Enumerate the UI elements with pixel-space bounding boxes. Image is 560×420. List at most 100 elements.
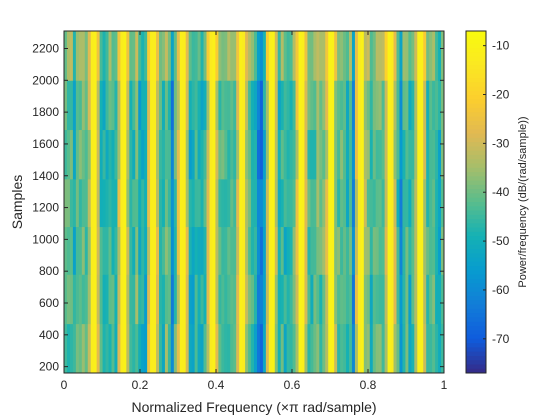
heatmap-cell [274, 80, 279, 131]
heatmap-cell [408, 274, 412, 325]
heatmap-cell [64, 323, 68, 374]
heatmap-cell [340, 31, 344, 81]
heatmap-cell [396, 80, 400, 131]
heatmap-cell [298, 274, 302, 325]
heatmap-cell [212, 178, 216, 228]
heatmap-cell [372, 178, 377, 228]
heatmap-cell [251, 323, 255, 374]
heatmap-cell [254, 178, 258, 228]
heatmap-cell [90, 178, 95, 228]
heatmap-cell [108, 178, 112, 228]
heatmap-cell [363, 31, 368, 81]
heatmap-cell [167, 31, 172, 81]
heatmap-cell [337, 274, 341, 325]
heatmap-cell [337, 226, 341, 275]
heatmap-cell [138, 129, 142, 180]
heatmap-cell [96, 274, 101, 325]
y-tick-label: 2000 [32, 73, 59, 87]
heatmap-cell [150, 274, 154, 325]
heatmap-cell [117, 129, 121, 180]
heatmap-cell [346, 323, 350, 374]
heatmap-cell [236, 80, 240, 131]
heatmap-cell [117, 274, 121, 325]
colorbar-segment [466, 48, 486, 53]
heatmap-cell [123, 31, 127, 81]
colorbar-segment [466, 261, 486, 267]
heatmap-cell [313, 274, 317, 325]
heatmap-cell [295, 80, 299, 131]
heatmap-cell [349, 323, 353, 374]
heatmap-cell [144, 80, 148, 131]
heatmap-cell [200, 80, 204, 131]
heatmap-cell [292, 129, 296, 180]
heatmap-cell [170, 323, 175, 374]
y-axis: 200 400 600 800 1000 1200 1400 1600 1800 2000 2200 [32, 41, 444, 374]
heatmap-cell [173, 31, 178, 81]
heatmap-cell [123, 323, 127, 374]
heatmap-cell [420, 80, 424, 131]
heatmap-cell [182, 274, 187, 325]
heatmap-cell [405, 129, 409, 180]
heatmap-cell [316, 129, 320, 180]
heatmap-cell [307, 80, 311, 131]
colorbar-segment [466, 197, 486, 203]
heatmap-cell [408, 178, 412, 228]
heatmap-cell [233, 31, 237, 81]
heatmap-cell [396, 323, 400, 374]
heatmap-cell [242, 31, 246, 81]
heatmap-cell [99, 226, 103, 275]
heatmap-cell [438, 129, 442, 180]
heatmap-cell [188, 31, 193, 81]
colorbar-segment [466, 351, 486, 357]
heatmap-cell [239, 274, 243, 325]
colorbar-segment [466, 317, 486, 323]
colorbar-segment [466, 360, 486, 365]
heatmap-cell [372, 274, 377, 325]
heatmap-cell [141, 274, 145, 325]
heatmap-cell [286, 226, 291, 275]
colorbar-segment [466, 321, 486, 327]
heatmap-cell [147, 178, 151, 228]
heatmap-cell [351, 31, 356, 81]
heatmap-cell [72, 226, 77, 275]
heatmap-cell [387, 80, 391, 131]
heatmap-cell [159, 274, 163, 325]
heatmap-cell [411, 31, 415, 81]
heatmap-cell [84, 274, 89, 325]
heatmap-cell [262, 274, 267, 325]
heatmap-cell [310, 31, 314, 81]
heatmap-cell [354, 31, 359, 81]
heatmap-cell [87, 31, 92, 81]
heatmap-cell [194, 226, 198, 275]
heatmap-cell [203, 31, 207, 81]
heatmap-cell [188, 226, 193, 275]
heatmap-cell [84, 129, 89, 180]
heatmap-cell [78, 323, 83, 374]
heatmap-cell [64, 226, 68, 275]
heatmap-cell [286, 80, 291, 131]
colorbar-segment [466, 86, 486, 92]
heatmap-cell [129, 178, 133, 228]
heatmap-cell [337, 323, 341, 374]
heatmap-cell [126, 178, 130, 228]
heatmap-cell [230, 178, 234, 228]
heatmap-cell [114, 274, 118, 325]
heatmap-cell [215, 274, 219, 325]
heatmap-cell [75, 178, 80, 228]
heatmap-cell [331, 274, 335, 325]
heatmap-cell [268, 129, 273, 180]
heatmap-cell [423, 226, 427, 275]
heatmap-cell [325, 226, 329, 275]
heatmap-cell [170, 178, 175, 228]
heatmap-cell [254, 31, 258, 81]
heatmap-cell [209, 226, 213, 275]
heatmap-cell [405, 31, 409, 81]
heatmap-cell [277, 323, 282, 374]
heatmap-cell [387, 274, 391, 325]
colorbar[interactable] [465, 30, 487, 374]
heatmap-cell [295, 31, 299, 81]
heatmap-cell [271, 274, 276, 325]
heatmap-cell [438, 274, 442, 325]
heatmap-cell [399, 129, 403, 180]
colorbar-segment [466, 31, 486, 36]
